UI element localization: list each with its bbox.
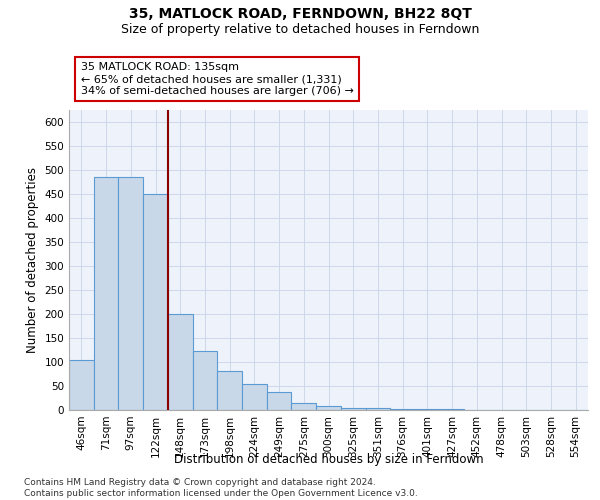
Bar	[242, 384, 267, 410]
Bar	[267, 392, 292, 410]
Text: Distribution of detached houses by size in Ferndown: Distribution of detached houses by size …	[174, 452, 484, 466]
Text: 35 MATLOCK ROAD: 135sqm
← 65% of detached houses are smaller (1,331)
34% of semi: 35 MATLOCK ROAD: 135sqm ← 65% of detache…	[81, 62, 354, 96]
Text: Contains HM Land Registry data © Crown copyright and database right 2024.
Contai: Contains HM Land Registry data © Crown c…	[24, 478, 418, 498]
Bar	[316, 406, 341, 410]
Bar	[292, 403, 316, 410]
Bar	[390, 409, 415, 410]
Bar	[440, 409, 464, 410]
Bar	[94, 177, 118, 410]
Bar	[415, 409, 440, 410]
Y-axis label: Number of detached properties: Number of detached properties	[26, 167, 39, 353]
Bar	[365, 408, 390, 410]
Bar	[217, 370, 242, 410]
Bar	[341, 408, 365, 410]
Bar	[143, 194, 168, 410]
Text: 35, MATLOCK ROAD, FERNDOWN, BH22 8QT: 35, MATLOCK ROAD, FERNDOWN, BH22 8QT	[128, 8, 472, 22]
Bar	[193, 352, 217, 410]
Bar	[69, 360, 94, 410]
Bar	[118, 177, 143, 410]
Text: Size of property relative to detached houses in Ferndown: Size of property relative to detached ho…	[121, 22, 479, 36]
Bar	[168, 314, 193, 410]
